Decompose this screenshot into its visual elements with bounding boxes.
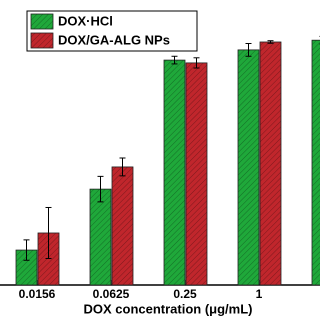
error-bar [193,57,200,69]
legend-box [26,10,198,52]
bar [311,39,320,286]
error-bar [97,175,104,203]
bar [237,49,260,286]
bar [163,59,186,286]
x-tick-label: 0.0625 [93,287,130,301]
bar [259,41,282,286]
error-bar [171,55,178,65]
bar [89,188,112,286]
error-bar [45,206,52,259]
bar [111,166,134,286]
x-axis-title: DOX concentration (μg/mL) [83,301,252,316]
x-tick-label: 0.25 [173,287,197,301]
error-bar [119,157,126,177]
error-bar [23,239,30,261]
legend-label: DOX·HCl [58,13,113,28]
legend-swatch [30,32,54,49]
error-bar [245,43,252,57]
legend-label: DOX/GA-ALG NPs [58,32,170,47]
error-bar [267,40,274,44]
x-tick-label: 1 [256,287,263,301]
legend: DOX·HCl DOX/GA-ALG NPs [26,10,198,52]
legend-swatch [30,13,54,30]
bar [185,62,208,286]
x-tick-label: 0.0156 [19,287,56,301]
